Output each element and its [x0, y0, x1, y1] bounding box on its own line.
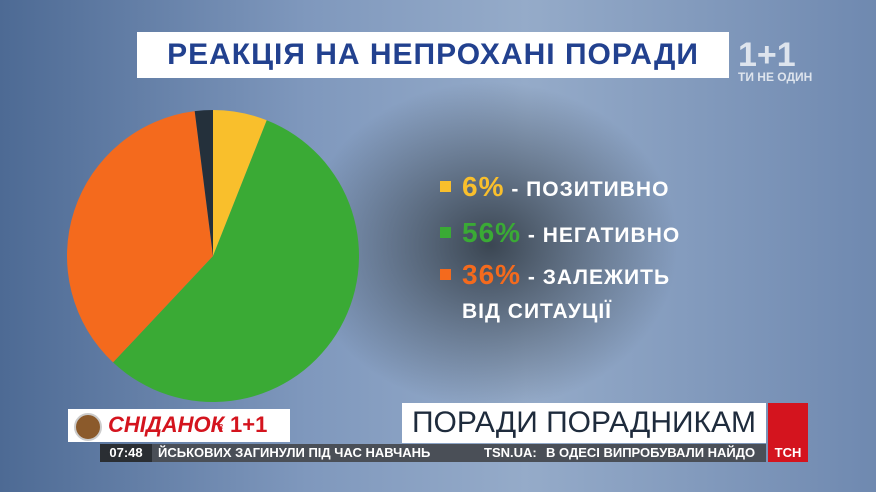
show-channel: 1+1 [230, 412, 268, 437]
value-label: 6% [462, 171, 505, 202]
legend-swatch [440, 227, 451, 238]
chart-title: РЕАКЦІЯ НА НЕПРОХАНІ ПОРАДИ [137, 32, 729, 78]
legend-label: ПОЗИТИВНО [526, 178, 670, 201]
legend-label: ЗАЛЕЖИТЬ ВІД СИТАУЦІЇ [462, 266, 671, 323]
slogan: ТИ НЕ ОДИН [738, 70, 813, 84]
news-logo: ТСН [768, 403, 808, 462]
legend-separator: - [511, 178, 520, 201]
photo-shade [300, 80, 680, 410]
ticker: 07:48 ЙСЬКОВИХ ЗАГИНУЛИ ПІД ЧАС НАВЧАНЬ … [100, 444, 766, 462]
pie-slice [66, 111, 213, 363]
show-with: з [218, 421, 224, 433]
value-label: 56% [462, 217, 522, 248]
value-label: 36% [462, 259, 522, 290]
show-name: СНІДАНОК [108, 412, 225, 437]
legend-item: 36% - ЗАЛЕЖИТЬ ВІД СИТАУЦІЇ [440, 258, 694, 329]
channel-logo: 1+1 [738, 36, 796, 74]
cup-icon [74, 413, 102, 441]
clock: 07:48 [100, 444, 152, 462]
legend-item: 56% - НЕГАТИВНО [440, 216, 694, 253]
pie-slice [194, 110, 213, 256]
legend-swatch [440, 269, 451, 280]
ticker-item: ЙСЬКОВИХ ЗАГИНУЛИ ПІД ЧАС НАВЧАНЬ [158, 445, 431, 460]
pie-slice [213, 110, 267, 256]
ticker-item: В ОДЕСІ ВИПРОБУВАЛИ НАЙДО [546, 445, 756, 460]
legend-item: 6% - ПОЗИТИВНО [440, 170, 694, 207]
legend-label: НЕГАТИВНО [542, 224, 681, 247]
legend-swatch [440, 181, 451, 192]
legend-separator: - [527, 224, 536, 247]
headline: ПОРАДИ ПОРАДНИКАМ [402, 403, 766, 443]
show-bar: СНІДАНОК з 1+1 [68, 409, 290, 442]
legend-separator: - [527, 266, 536, 289]
ticker-item: TSN.UA: [484, 445, 537, 460]
pie-slice [113, 120, 359, 402]
